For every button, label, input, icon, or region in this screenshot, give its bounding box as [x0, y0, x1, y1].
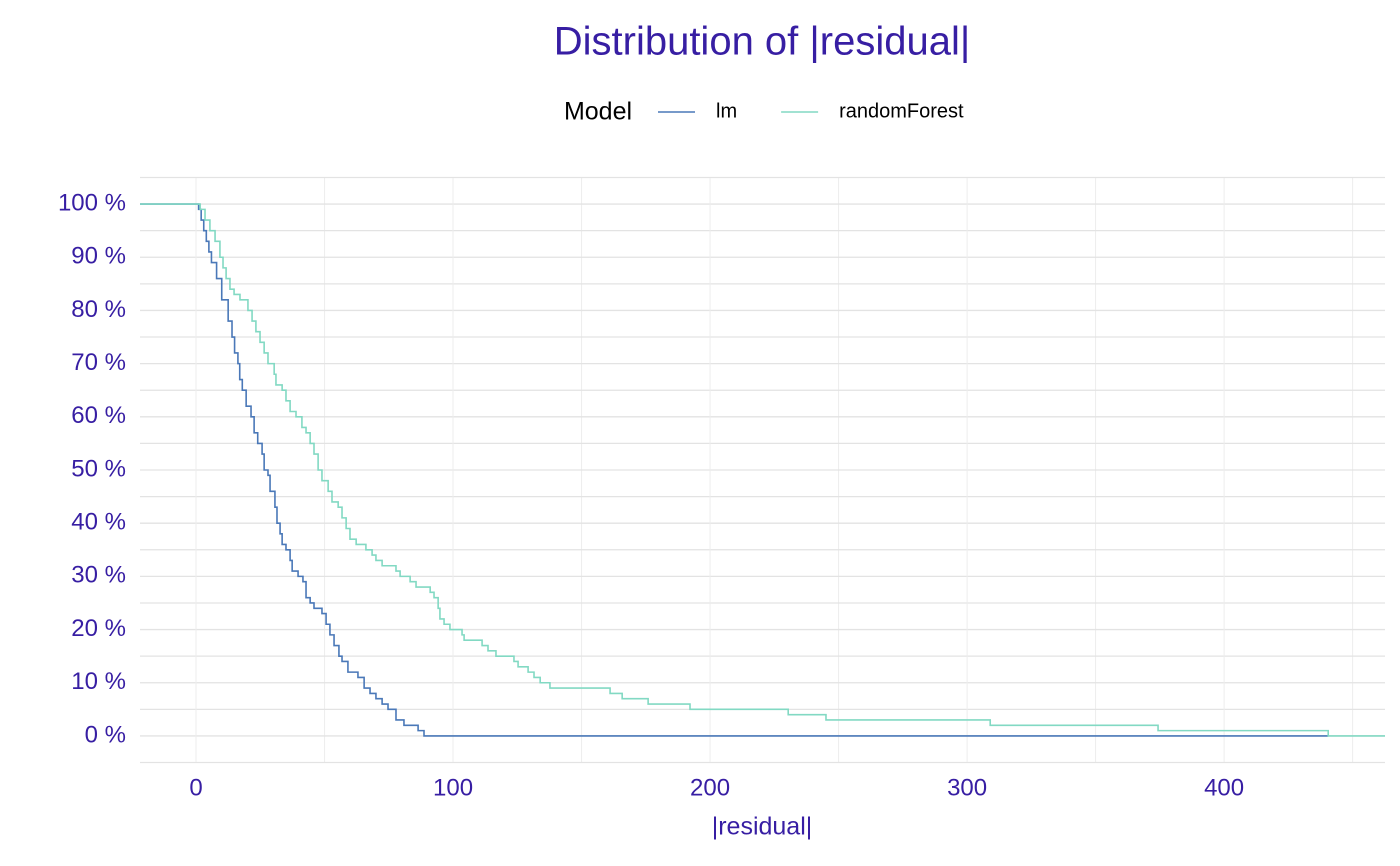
x-tick-label: 100 [433, 774, 473, 801]
y-tick-label: 40 % [71, 509, 126, 536]
chart-title: Distribution of |residual| [554, 20, 971, 64]
y-tick-label: 60 % [71, 402, 126, 429]
x-tick-label: 200 [690, 774, 730, 801]
x-tick-label: 0 [189, 774, 202, 801]
y-tick-label: 50 % [71, 455, 126, 482]
y-tick-label: 80 % [71, 296, 126, 323]
y-tick-label: 70 % [71, 349, 126, 376]
x-tick-label: 300 [947, 774, 987, 801]
y-tick-label: 0 % [85, 721, 126, 748]
y-tick-label: 20 % [71, 615, 126, 642]
legend-label: lm [716, 100, 737, 122]
legend-title: Model [564, 98, 632, 126]
step-line [140, 203, 1385, 737]
legend-label: randomForest [839, 100, 964, 122]
y-tick-label: 100 % [58, 189, 126, 216]
y-tick-label: 30 % [71, 562, 126, 589]
step-line [140, 203, 1329, 737]
y-tick-label: 10 % [71, 668, 126, 695]
y-tick-label: 90 % [71, 243, 126, 270]
x-axis-label: |residual| [712, 813, 813, 841]
x-tick-label: 400 [1204, 774, 1244, 801]
